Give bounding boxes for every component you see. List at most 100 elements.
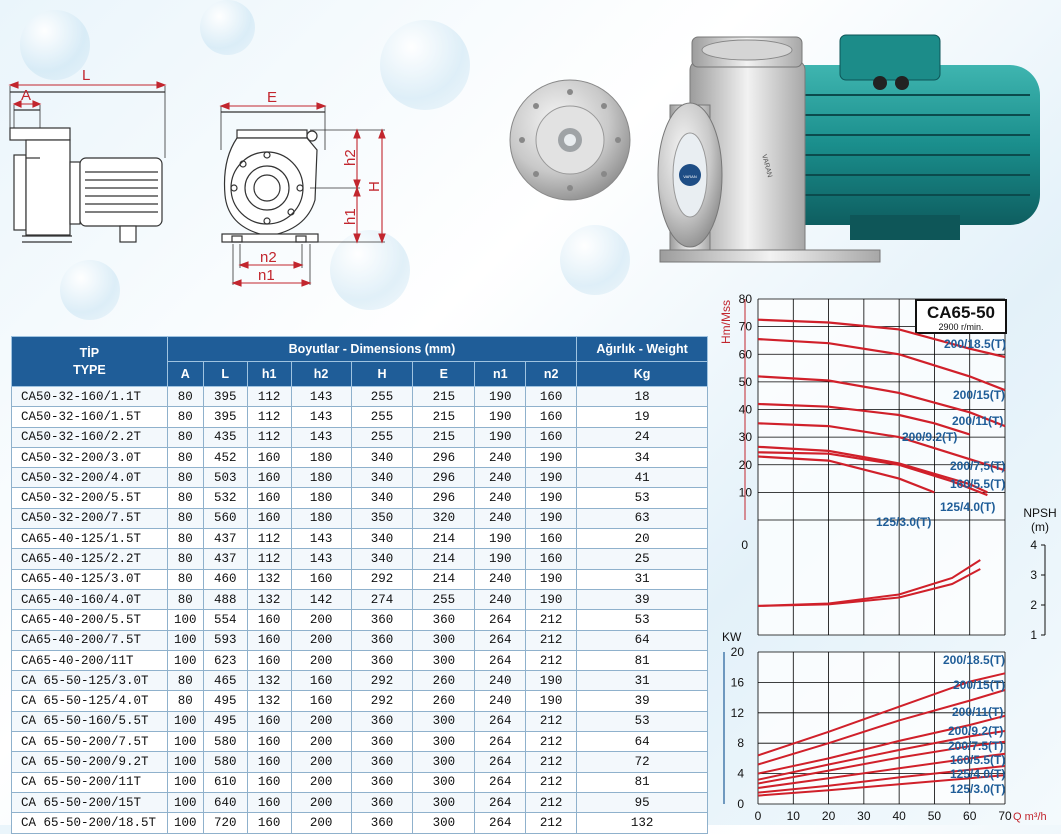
cell-H: 274 <box>350 588 414 611</box>
cell-h2: 142 <box>290 588 352 611</box>
cell-h2: 200 <box>290 609 352 631</box>
background-bubble <box>560 225 630 295</box>
type-header-tr: TİP <box>79 345 100 360</box>
cell-E: 296 <box>412 487 476 509</box>
cell-H: 350 <box>350 507 414 530</box>
cell-h1: 160 <box>246 751 292 773</box>
cell-type: CA65-40-160/4.0T <box>11 588 168 611</box>
cell-E: 300 <box>412 751 476 773</box>
table-row: CA 65-50-200/18.5T 100 720 160 200 360 300 264 2… <box>11 812 708 834</box>
cell-A: 100 <box>166 629 204 651</box>
head-curve-label: 160/5.5(T) <box>950 477 1005 491</box>
col-header-h2: h2 <box>290 361 352 387</box>
power-tick-label: 4 <box>737 767 744 781</box>
table-header-row: TİP TYPE Boyutlar - Dimensions (mm) Ağır… <box>11 336 708 387</box>
npsh-axis-unit: (m) <box>1031 520 1049 534</box>
chart-title-box <box>915 299 1007 334</box>
table-row: CA 65-50-200/9.2T 100 580 160 200 360 300 264 21… <box>11 751 708 773</box>
power-curve <box>757 689 1006 766</box>
col-header-n1: n1 <box>474 361 527 387</box>
cell-E: 215 <box>412 426 476 448</box>
technical-drawings: L A E h2 H h1 n2 n1 <box>8 67 386 287</box>
cell-H: 360 <box>350 609 414 631</box>
cell-A: 80 <box>166 467 204 489</box>
cell-n2: 160 <box>525 385 578 408</box>
cell-type: CA65-40-125/2.2T <box>11 548 168 570</box>
cell-H: 360 <box>350 771 414 793</box>
cell-n1: 264 <box>474 731 527 753</box>
cell-type: CA50-32-200/7.5T <box>11 507 168 530</box>
weight-header: Ağırlık - Weight <box>576 336 708 362</box>
cell-weight: 39 <box>576 588 708 611</box>
head-curve-label: 200/18.5(T) <box>944 337 1006 351</box>
head-axis-label: Hm/Mss <box>719 300 733 344</box>
table-row: CA65-40-125/2.2T 80 437 112 143 340 214 190 160 2… <box>11 548 708 570</box>
cell-L: 395 <box>202 406 248 428</box>
cell-L: 623 <box>202 649 248 672</box>
cell-L: 560 <box>202 507 248 530</box>
cell-H: 360 <box>350 649 414 672</box>
cell-n1: 190 <box>474 406 527 428</box>
cell-h1: 160 <box>246 710 292 733</box>
cell-weight: 25 <box>576 548 708 570</box>
x-axis-label: Q m³/h <box>1013 811 1047 823</box>
table-row: CA 65-50-200/11T 100 610 160 200 360 300 264 212… <box>11 771 708 793</box>
cell-weight: 53 <box>576 710 708 733</box>
cell-E: 215 <box>412 406 476 428</box>
cell-type: CA65-40-200/11T <box>11 649 168 672</box>
cell-h2: 143 <box>290 406 352 428</box>
dim-label-E: E <box>267 89 277 106</box>
cell-type: CA 65-50-125/4.0T <box>11 690 168 712</box>
cell-type: CA 65-50-200/7.5T <box>11 731 168 753</box>
col-header-kg: Kg <box>576 361 708 387</box>
cell-H: 255 <box>350 385 414 408</box>
cell-A: 100 <box>166 609 204 631</box>
cell-h1: 112 <box>246 528 292 550</box>
cell-A: 80 <box>166 588 204 611</box>
dimensions-header: Boyutlar - Dimensions (mm) <box>166 336 578 362</box>
table-row: CA65-40-125/3.0T 80 460 132 160 292 214 240 190 3… <box>11 568 708 590</box>
cell-E: 300 <box>412 649 476 672</box>
table-row: CA65-40-200/5.5T 100 554 160 200 360 360 264 212… <box>11 609 708 631</box>
power-curve <box>757 714 1006 775</box>
cell-E: 360 <box>412 609 476 631</box>
cell-L: 488 <box>202 588 248 611</box>
table-row: CA50-32-160/1.5T 80 395 112 143 255 215 190 160 1… <box>11 406 708 428</box>
cell-n2: 212 <box>525 649 578 672</box>
cell-n1: 264 <box>474 649 527 672</box>
cell-L: 580 <box>202 751 248 773</box>
cell-A: 80 <box>166 385 204 408</box>
power-curve <box>757 752 1006 789</box>
type-header: TİP TYPE <box>11 336 168 387</box>
cell-weight: 63 <box>576 507 708 530</box>
x-tick-label: 40 <box>892 809 906 823</box>
cell-n1: 264 <box>474 710 527 733</box>
cell-h1: 160 <box>246 487 292 509</box>
power-curve <box>757 774 1006 797</box>
cell-L: 554 <box>202 609 248 631</box>
cell-n1: 240 <box>474 467 527 489</box>
cell-type: CA50-32-200/3.0T <box>11 446 168 469</box>
cell-E: 260 <box>412 670 476 692</box>
cell-h1: 112 <box>246 406 292 428</box>
npsh-curve <box>757 568 981 607</box>
power-curve <box>757 730 1006 781</box>
cell-weight: 81 <box>576 649 708 672</box>
head-curve <box>757 338 1006 392</box>
cell-A: 100 <box>166 710 204 733</box>
table-row: CA 65-50-160/5.5T 100 495 160 200 360 300 264 21… <box>11 710 708 733</box>
cell-h2: 143 <box>290 528 352 550</box>
dim-label-L: L <box>82 67 90 84</box>
cell-H: 292 <box>350 670 414 692</box>
cell-n2: 160 <box>525 548 578 570</box>
cell-weight: 95 <box>576 791 708 814</box>
cell-L: 437 <box>202 528 248 550</box>
cell-E: 300 <box>412 771 476 793</box>
cell-n2: 212 <box>525 751 578 773</box>
cell-A: 80 <box>166 446 204 469</box>
cell-h2: 200 <box>290 649 352 672</box>
cell-L: 720 <box>202 812 248 834</box>
cell-type: CA50-32-200/4.0T <box>11 467 168 489</box>
cell-n1: 264 <box>474 771 527 793</box>
npsh-axis-label: NPSH <box>1023 506 1056 520</box>
